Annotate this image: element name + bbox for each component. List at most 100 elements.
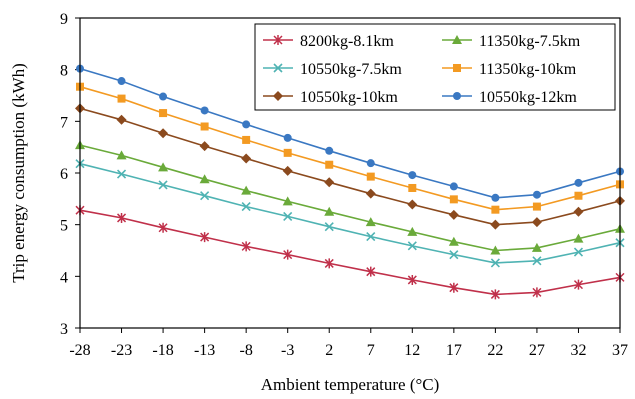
data-point: [407, 241, 417, 251]
data-point: [532, 190, 541, 199]
data-point: [324, 206, 335, 216]
data-point: [573, 279, 583, 290]
series-10550kg-12km: [76, 64, 624, 202]
data-point: [158, 162, 169, 172]
data-point: [453, 64, 461, 72]
x-tick-label: -8: [239, 342, 252, 359]
data-point: [283, 249, 293, 260]
data-point: [117, 77, 126, 86]
x-axis-ticks: -28 -23 -18 -13 -8 -3 2 7 12 17 22 27 32 37: [69, 328, 628, 359]
data-point: [200, 106, 209, 115]
x-tick-label: 2: [325, 342, 333, 359]
data-point: [159, 92, 168, 101]
x-tick-label: 37: [612, 342, 628, 359]
data-point: [448, 236, 459, 246]
y-tick-label: 8: [60, 63, 68, 80]
data-point: [365, 188, 376, 199]
data-point: [273, 35, 283, 45]
legend-label: 11350kg-7.5km: [479, 33, 581, 50]
data-point: [532, 202, 541, 211]
series-line: [79, 209, 621, 296]
data-point: [490, 258, 500, 268]
data-point: [574, 191, 583, 200]
x-tick-label: -23: [111, 342, 132, 359]
data-point: [531, 217, 542, 228]
series-10550kg-7.5km: [75, 159, 625, 268]
series-layer: [75, 64, 625, 300]
legend-label: 10550kg-12km: [479, 89, 577, 106]
legend-item: 10550kg-10km: [263, 89, 398, 106]
data-point: [453, 92, 461, 100]
data-point: [325, 160, 334, 169]
data-point: [324, 258, 334, 269]
x-tick-label: 17: [446, 342, 462, 359]
x-tick-label: -3: [281, 342, 294, 359]
data-point: [116, 150, 127, 160]
data-point: [365, 217, 376, 227]
data-point: [117, 94, 126, 103]
x-tick-label: 27: [529, 342, 545, 359]
y-tick-label: 6: [60, 166, 68, 183]
data-point: [449, 195, 458, 204]
data-point: [283, 211, 293, 221]
data-point: [448, 209, 459, 220]
legend-item: 8200kg-8.1km: [263, 33, 394, 50]
data-point: [490, 289, 500, 300]
series-11350kg-7.5km: [75, 140, 625, 255]
y-tick-label: 3: [60, 321, 68, 338]
data-point: [573, 206, 584, 217]
legend-item: 10550kg-7.5km: [263, 61, 402, 78]
data-point: [449, 250, 459, 260]
data-point: [573, 247, 584, 257]
series-line: [79, 67, 621, 199]
legend-item: 10550kg-12km: [442, 89, 577, 106]
plot-frame: [79, 17, 621, 329]
y-tick-label: 4: [60, 269, 68, 286]
data-point: [324, 177, 335, 188]
y-tick-label: 9: [60, 11, 68, 28]
data-point: [490, 245, 501, 255]
legend-label: 10550kg-10km: [300, 89, 398, 106]
data-point: [158, 222, 168, 233]
data-point: [325, 146, 334, 155]
data-point: [199, 174, 210, 184]
x-tick-label: 32: [570, 342, 586, 359]
data-point: [532, 256, 542, 266]
data-point: [283, 133, 292, 142]
data-point: [282, 165, 293, 176]
data-point: [408, 183, 417, 192]
series-10550kg-10km: [75, 103, 625, 230]
data-point: [283, 148, 292, 157]
data-point: [116, 169, 127, 179]
legend-item: 11350kg-10km: [442, 61, 577, 78]
data-point: [491, 193, 500, 202]
y-tick-label: 5: [60, 218, 68, 235]
legend: 8200kg-8.1km 11350kg-7.5km 10550kg-7.5km 11…: [254, 23, 616, 111]
y-axis-title: Trip energy consumption (kWh): [9, 63, 28, 283]
data-point: [366, 172, 375, 181]
series-line: [79, 85, 621, 211]
data-point: [158, 180, 168, 190]
data-point: [452, 35, 462, 44]
x-tick-label: -13: [194, 342, 215, 359]
series-line: [79, 144, 621, 252]
legend-label: 8200kg-8.1km: [300, 33, 394, 50]
data-point: [531, 242, 542, 252]
data-point: [242, 120, 251, 129]
x-tick-label: 22: [487, 342, 503, 359]
data-point: [574, 178, 583, 187]
data-point: [366, 231, 376, 242]
data-point: [159, 109, 168, 118]
data-point: [242, 135, 251, 144]
data-point: [366, 159, 375, 168]
legend-label: 10550kg-7.5km: [300, 61, 402, 78]
x-tick-label: -28: [69, 342, 90, 359]
legend-box: [254, 23, 616, 111]
data-point: [241, 202, 251, 212]
data-point: [116, 114, 127, 125]
data-point: [273, 63, 283, 73]
data-point: [282, 196, 293, 206]
data-point: [200, 191, 210, 201]
x-axis-title: Ambient temperature (°C): [261, 375, 440, 394]
